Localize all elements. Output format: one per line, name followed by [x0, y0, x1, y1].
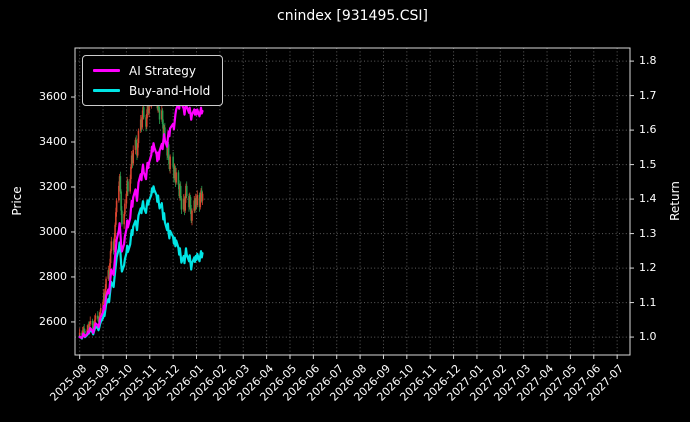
return-tick-label: 1.4 — [639, 192, 657, 206]
legend-label-buy-and-hold: Buy-and-Hold — [129, 83, 211, 98]
price-tick-label: 2800 — [39, 269, 67, 283]
return-tick-label: 1.6 — [639, 123, 657, 137]
price-tick-label: 3400 — [39, 135, 67, 148]
return-tick-label: 1.8 — [639, 54, 657, 68]
return-axis-label: Return — [668, 181, 682, 221]
buy-and-hold-line-swatch — [93, 89, 120, 92]
legend: AI Strategy Buy-and-Hold — [82, 55, 224, 106]
return-tick-label: 1.7 — [639, 88, 657, 102]
return-tick-label: 1.5 — [639, 157, 657, 171]
return-tick-label: 1.2 — [639, 261, 657, 275]
legend-label-ai-strategy: AI Strategy — [129, 63, 196, 78]
price-tick-label: 3600 — [39, 90, 67, 104]
ai-strategy-line-swatch — [93, 69, 120, 72]
chart-title: cnindex [931495.CSI] — [277, 8, 428, 24]
ai-strategy-line — [78, 96, 204, 339]
legend-item-ai-strategy: AI Strategy — [93, 62, 210, 79]
price-tick-label: 2600 — [39, 314, 67, 328]
plot-border — [74, 47, 631, 356]
legend-item-buy-and-hold: Buy-and-Hold — [93, 82, 210, 99]
return-tick-label: 1.0 — [639, 330, 657, 344]
price-tick-label: 3000 — [39, 224, 67, 238]
return-tick-label: 1.3 — [639, 226, 657, 240]
price-tick-label: 3200 — [39, 179, 67, 193]
return-tick-label: 1.1 — [639, 295, 657, 309]
